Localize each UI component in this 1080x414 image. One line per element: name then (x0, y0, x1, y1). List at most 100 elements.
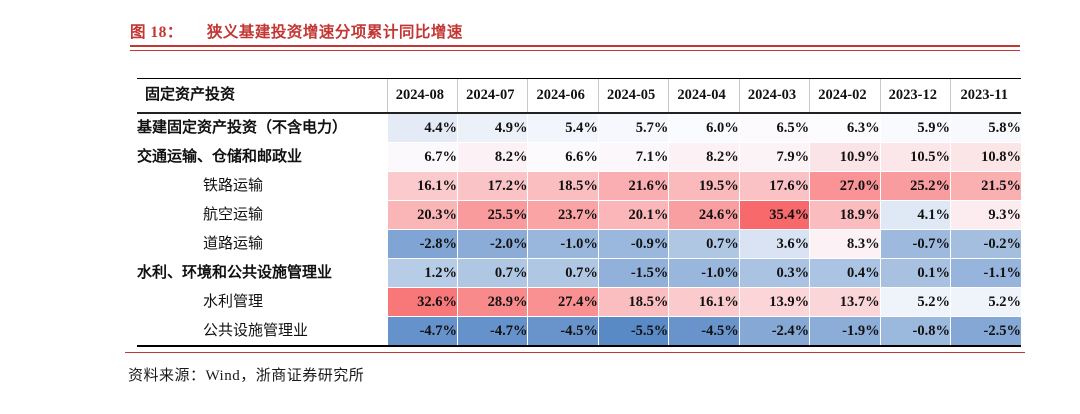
title-underline-rule (130, 45, 1020, 51)
heatmap-cell: -0.2% (950, 229, 1021, 259)
heatmap-cell: 25.5% (457, 200, 528, 230)
heatmap-cell: 20.1% (597, 200, 669, 230)
heatmap-cell: 23.7% (527, 200, 599, 230)
figure-title: 图 18： 狭义基建投资增速分项累计同比增速 (130, 20, 1020, 42)
heatmap-table-container: 固定资产投资 2024-08 2024-07 2024-06 2024-05 2024-… (137, 78, 1021, 347)
heatmap-cell: -1.5% (597, 258, 669, 288)
heatmap-cell: -2.0% (457, 229, 528, 259)
row-label: 水利管理 (137, 287, 388, 317)
heatmap-cell: 13.9% (738, 287, 810, 317)
heatmap-cell: -0.8% (879, 316, 951, 347)
heatmap-cell: -4.5% (668, 316, 740, 347)
table-row: 水利、环境和公共设施管理业 1.2% 0.7% 0.7% -1.5% -1.0% 0.3% 0… (137, 258, 1021, 288)
column-header-2023-11: 2023-11 (950, 78, 1021, 114)
column-header-2024-06: 2024-06 (527, 78, 599, 114)
heatmap-cell: -4.7% (457, 316, 528, 347)
heatmap-cell: 5.4% (527, 112, 599, 143)
heatmap-cell: -4.7% (386, 316, 458, 347)
corner-header-cell: 固定资产投资 (137, 78, 388, 114)
column-header-2024-03: 2024-03 (738, 78, 810, 114)
table-row: 铁路运输 16.1% 17.2% 18.5% 21.6% 19.5% 17.6% 27.0% 2… (137, 171, 1021, 201)
heatmap-cell: 0.7% (457, 258, 528, 288)
heatmap-cell: 16.1% (668, 287, 740, 317)
table-body: 基建固定资产投资（不含电力） 4.4% 4.9% 5.4% 5.7% 6.0% 6.5% 6.… (137, 112, 1021, 347)
heatmap-cell: -1.0% (668, 258, 740, 288)
heatmap-cell: 35.4% (738, 200, 810, 230)
heatmap-cell: 24.6% (668, 200, 740, 230)
heatmap-cell: 28.9% (457, 287, 528, 317)
column-header-2024-08: 2024-08 (386, 78, 458, 114)
heatmap-cell: -2.4% (738, 316, 810, 347)
column-header-2024-04: 2024-04 (668, 78, 740, 114)
heatmap-cell: 10.8% (950, 142, 1021, 172)
heatmap-cell: 0.7% (527, 258, 599, 288)
heatmap-cell: 19.5% (668, 171, 740, 201)
heatmap-cell: 4.1% (879, 200, 951, 230)
heatmap-cell: 9.3% (950, 200, 1021, 230)
heatmap-cell: 7.1% (597, 142, 669, 172)
heatmap-cell: 7.9% (738, 142, 810, 172)
heatmap-cell: 4.9% (457, 112, 528, 143)
heatmap-cell: -1.1% (950, 258, 1021, 288)
heatmap-cell: 18.9% (809, 200, 881, 230)
row-label: 航空运输 (137, 200, 388, 230)
heatmap-cell: 8.2% (457, 142, 528, 172)
heatmap-cell: 32.6% (386, 287, 458, 317)
table-row: 交通运输、仓储和邮政业 6.7% 8.2% 6.6% 7.1% 8.2% 7.9% 10.9%… (137, 142, 1021, 172)
heatmap-cell: 5.8% (950, 112, 1021, 143)
heatmap-cell: 1.2% (386, 258, 458, 288)
heatmap-cell: 6.3% (809, 112, 881, 143)
heatmap-cell: 0.1% (879, 258, 951, 288)
heatmap-cell: 27.4% (527, 287, 599, 317)
table-row: 基建固定资产投资（不含电力） 4.4% 4.9% 5.4% 5.7% 6.0% 6.5% 6.… (137, 112, 1021, 143)
heatmap-cell: -4.5% (527, 316, 599, 347)
heatmap-cell: 10.9% (809, 142, 881, 172)
heatmap-cell: 21.6% (597, 171, 669, 201)
heatmap-cell: -5.5% (597, 316, 669, 347)
row-label: 基建固定资产投资（不含电力） (137, 113, 388, 143)
figure-title-text: 狭义基建投资增速分项累计同比增速 (206, 24, 463, 41)
heatmap-cell: 6.5% (738, 112, 810, 143)
heatmap-cell: 18.5% (597, 287, 669, 317)
column-header-2023-12: 2023-12 (879, 78, 951, 114)
data-source-note: 资料来源：Wind，浙商证券研究所 (128, 368, 365, 384)
heatmap-cell: 13.7% (809, 287, 881, 317)
row-label: 交通运输、仓储和邮政业 (137, 142, 388, 172)
heatmap-cell: 6.0% (668, 112, 740, 143)
heatmap-cell: 17.2% (457, 171, 528, 201)
heatmap-cell: -0.9% (597, 229, 669, 259)
heatmap-cell: 27.0% (809, 171, 881, 201)
figure-number-label: 图 18： (130, 24, 183, 41)
heatmap-cell: 25.2% (879, 171, 951, 201)
row-label: 公共设施管理业 (137, 316, 388, 347)
heatmap-table: 固定资产投资 2024-08 2024-07 2024-06 2024-05 2024-… (137, 78, 1021, 347)
row-label: 铁路运输 (137, 171, 388, 201)
column-header-2024-05: 2024-05 (597, 78, 669, 114)
figure-bottom-rule (125, 352, 1025, 353)
heatmap-cell: 8.3% (809, 229, 881, 259)
heatmap-cell: 20.3% (386, 200, 458, 230)
heatmap-cell: 10.5% (879, 142, 951, 172)
heatmap-cell: 8.2% (668, 142, 740, 172)
heatmap-cell: 18.5% (527, 171, 599, 201)
heatmap-cell: -2.5% (950, 316, 1021, 347)
heatmap-cell: 16.1% (386, 171, 458, 201)
heatmap-cell: 5.2% (950, 287, 1021, 317)
column-header-2024-02: 2024-02 (809, 78, 881, 114)
heatmap-cell: 5.9% (879, 112, 951, 143)
heatmap-cell: 0.3% (738, 258, 810, 288)
heatmap-cell: 0.7% (668, 229, 740, 259)
heatmap-cell: 17.6% (738, 171, 810, 201)
column-header-2024-07: 2024-07 (457, 78, 528, 114)
heatmap-cell: -2.8% (386, 229, 458, 259)
heatmap-cell: 6.6% (527, 142, 599, 172)
heatmap-cell: -1.9% (809, 316, 881, 347)
heatmap-cell: 5.2% (879, 287, 951, 317)
heatmap-cell: 4.4% (386, 112, 458, 143)
table-row: 道路运输 -2.8% -2.0% -1.0% -0.9% 0.7% 3.6% 8.3% -0.7… (137, 229, 1021, 259)
heatmap-cell: 6.7% (386, 142, 458, 172)
row-label: 水利、环境和公共设施管理业 (137, 258, 388, 288)
heatmap-cell: -1.0% (527, 229, 599, 259)
heatmap-cell: 0.4% (809, 258, 881, 288)
